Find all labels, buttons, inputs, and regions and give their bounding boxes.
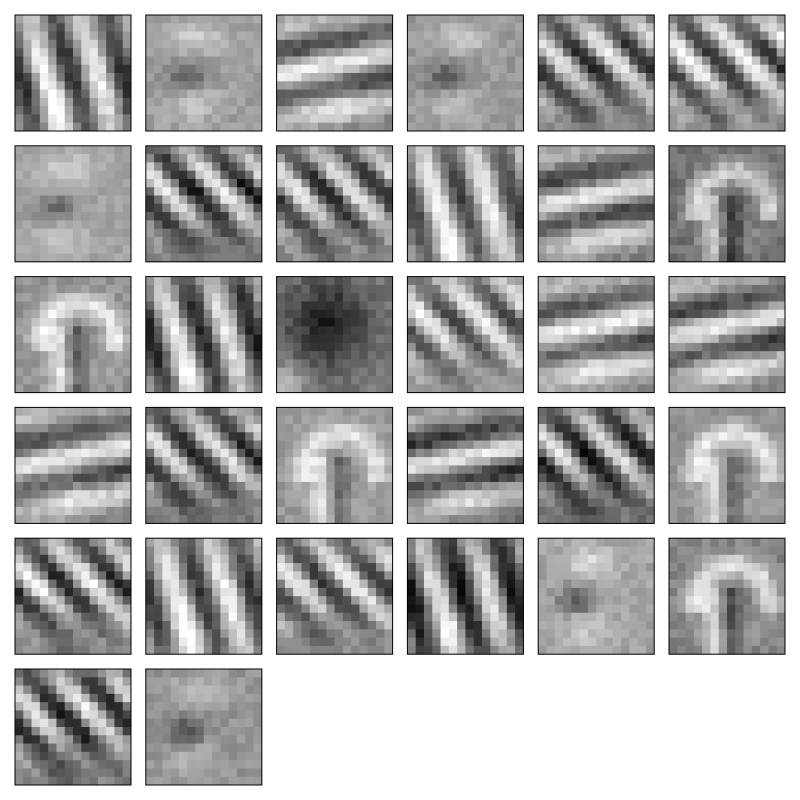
tile-frame [668, 276, 786, 394]
tile-frame [537, 276, 655, 394]
filter-tile [14, 406, 132, 524]
tile-frame [276, 276, 394, 394]
filter-tile [14, 276, 132, 394]
tile-frame [145, 14, 263, 132]
filter-tile [14, 14, 132, 132]
tile-frame [668, 406, 786, 524]
tile-frame [145, 668, 263, 786]
tile-frame [537, 14, 655, 132]
tile-frame [276, 406, 394, 524]
filter-tile [276, 14, 394, 132]
tile-frame [145, 406, 263, 524]
filter-tile [145, 145, 263, 263]
filter-tile [668, 145, 786, 263]
tile-frame [276, 537, 394, 655]
filter-tile [276, 276, 394, 394]
filter-tile [537, 145, 655, 263]
filter-tile [537, 14, 655, 132]
filter-tile [14, 537, 132, 655]
filter-tile [668, 406, 786, 524]
filter-tile [537, 276, 655, 394]
tile-frame [14, 668, 132, 786]
filter-tile [406, 145, 524, 263]
tile-frame [145, 276, 263, 394]
tile-frame [145, 537, 263, 655]
filter-tile [145, 276, 263, 394]
tile-frame [14, 145, 132, 263]
filter-tile [14, 668, 132, 786]
tile-frame [406, 276, 524, 394]
filter-tile [14, 145, 132, 263]
tile-frame [14, 406, 132, 524]
filter-tile [276, 537, 394, 655]
tile-frame [406, 145, 524, 263]
tile-frame [668, 145, 786, 263]
filter-tile [145, 406, 263, 524]
filter-tile [276, 406, 394, 524]
tile-frame [14, 14, 132, 132]
filter-tile [406, 537, 524, 655]
tile-frame [406, 537, 524, 655]
filter-tile [406, 276, 524, 394]
tile-frame [406, 14, 524, 132]
filter-tile [537, 537, 655, 655]
tile-frame [14, 537, 132, 655]
tile-frame [537, 406, 655, 524]
filter-tile [406, 406, 524, 524]
filter-tile [145, 14, 263, 132]
filter-tile [276, 145, 394, 263]
filter-tile [145, 537, 263, 655]
filter-tile [668, 276, 786, 394]
filter-tile [668, 14, 786, 132]
filter-tile [406, 14, 524, 132]
tile-frame [145, 145, 263, 263]
tile-frame [537, 537, 655, 655]
filter-tile [145, 668, 263, 786]
tile-frame [14, 276, 132, 394]
tile-frame [276, 14, 394, 132]
filter-tile [537, 406, 655, 524]
tile-frame [668, 14, 786, 132]
tile-frame [406, 406, 524, 524]
filter-tile [668, 537, 786, 655]
tile-frame [668, 537, 786, 655]
tile-frame [276, 145, 394, 263]
tile-frame [537, 145, 655, 263]
